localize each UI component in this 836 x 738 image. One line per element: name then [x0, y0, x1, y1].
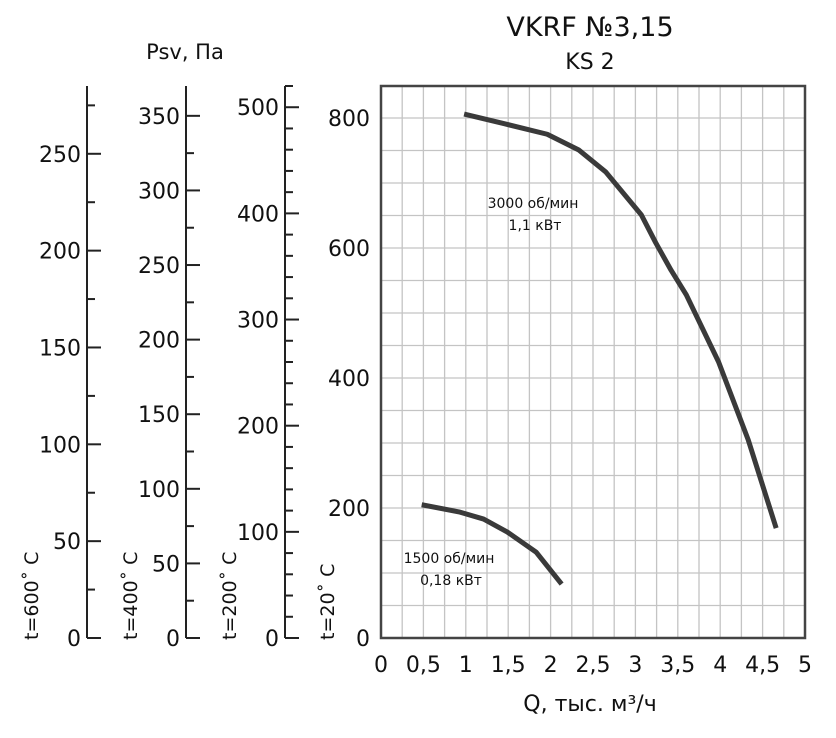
series-line: [463, 111, 779, 529]
y-tick-label: 0: [356, 627, 370, 652]
x-tick-label: 4: [713, 653, 727, 678]
y-axis-label: Psv, Па: [146, 40, 224, 64]
secondary-axis-tick-label: 0: [67, 627, 81, 652]
secondary-axis-tick-label: 300: [138, 179, 180, 204]
x-tick-label: 5: [798, 653, 812, 678]
x-tick-label: 0: [374, 653, 388, 678]
secondary-axis-tick-label: 300: [237, 309, 279, 334]
series-label: 3000 об/мин: [488, 196, 579, 212]
x-tick-label: 3,5: [660, 653, 695, 678]
secondary-axis-tick-label: 150: [39, 336, 81, 361]
x-tick-label: 4,5: [745, 653, 780, 678]
y-tick-label: 800: [328, 107, 370, 132]
secondary-axis-tick-label: 50: [152, 552, 180, 577]
temperature-label: t=200˚ C: [219, 552, 241, 640]
secondary-axis-tick-label: 200: [138, 329, 180, 354]
x-tick-label: 2,5: [576, 653, 611, 678]
y-tick-label: 400: [328, 367, 370, 392]
x-axis-label: Q, тыс. м³/ч: [523, 692, 657, 717]
chart-title: VKRF №3,15: [506, 12, 674, 43]
temperature-label: t=20˚ C: [317, 564, 339, 640]
secondary-axis-tick-label: 200: [237, 415, 279, 440]
secondary-axis-tick-label: 150: [138, 403, 180, 428]
x-tick-label: 2: [544, 653, 558, 678]
series-power-label: 1,1 кВт: [509, 218, 562, 234]
temperature-label: t=600˚ C: [21, 552, 43, 640]
series-line: [421, 502, 564, 586]
secondary-axis-tick-label: 0: [265, 627, 279, 652]
secondary-axis-tick-label: 100: [138, 478, 180, 503]
series-label: 1500 об/мин: [404, 551, 495, 567]
secondary-axis-tick-label: 400: [237, 202, 279, 227]
secondary-axis-tick-label: 250: [138, 254, 180, 279]
y-tick-label: 600: [328, 237, 370, 262]
temperature-label: t=400˚ C: [120, 552, 142, 640]
secondary-axis-tick-label: 500: [237, 96, 279, 121]
secondary-axis-tick-label: 0: [166, 627, 180, 652]
secondary-axis-tick-label: 100: [39, 433, 81, 458]
secondary-axis-tick-label: 200: [39, 240, 81, 265]
secondary-axis-tick-label: 100: [237, 521, 279, 546]
y-tick-label: 200: [328, 497, 370, 522]
x-tick-label: 3: [628, 653, 642, 678]
series-power-label: 0,18 кВт: [420, 573, 482, 589]
x-tick-label: 1: [459, 653, 473, 678]
secondary-axis-tick-label: 250: [39, 143, 81, 168]
plot-frame: [379, 84, 807, 640]
x-tick-label: 1,5: [491, 653, 526, 678]
secondary-axis-tick-label: 350: [138, 105, 180, 130]
x-tick-label: 0,5: [406, 653, 441, 678]
secondary-axis-tick-label: 50: [53, 530, 81, 555]
chart-subtitle: KS 2: [565, 50, 615, 75]
